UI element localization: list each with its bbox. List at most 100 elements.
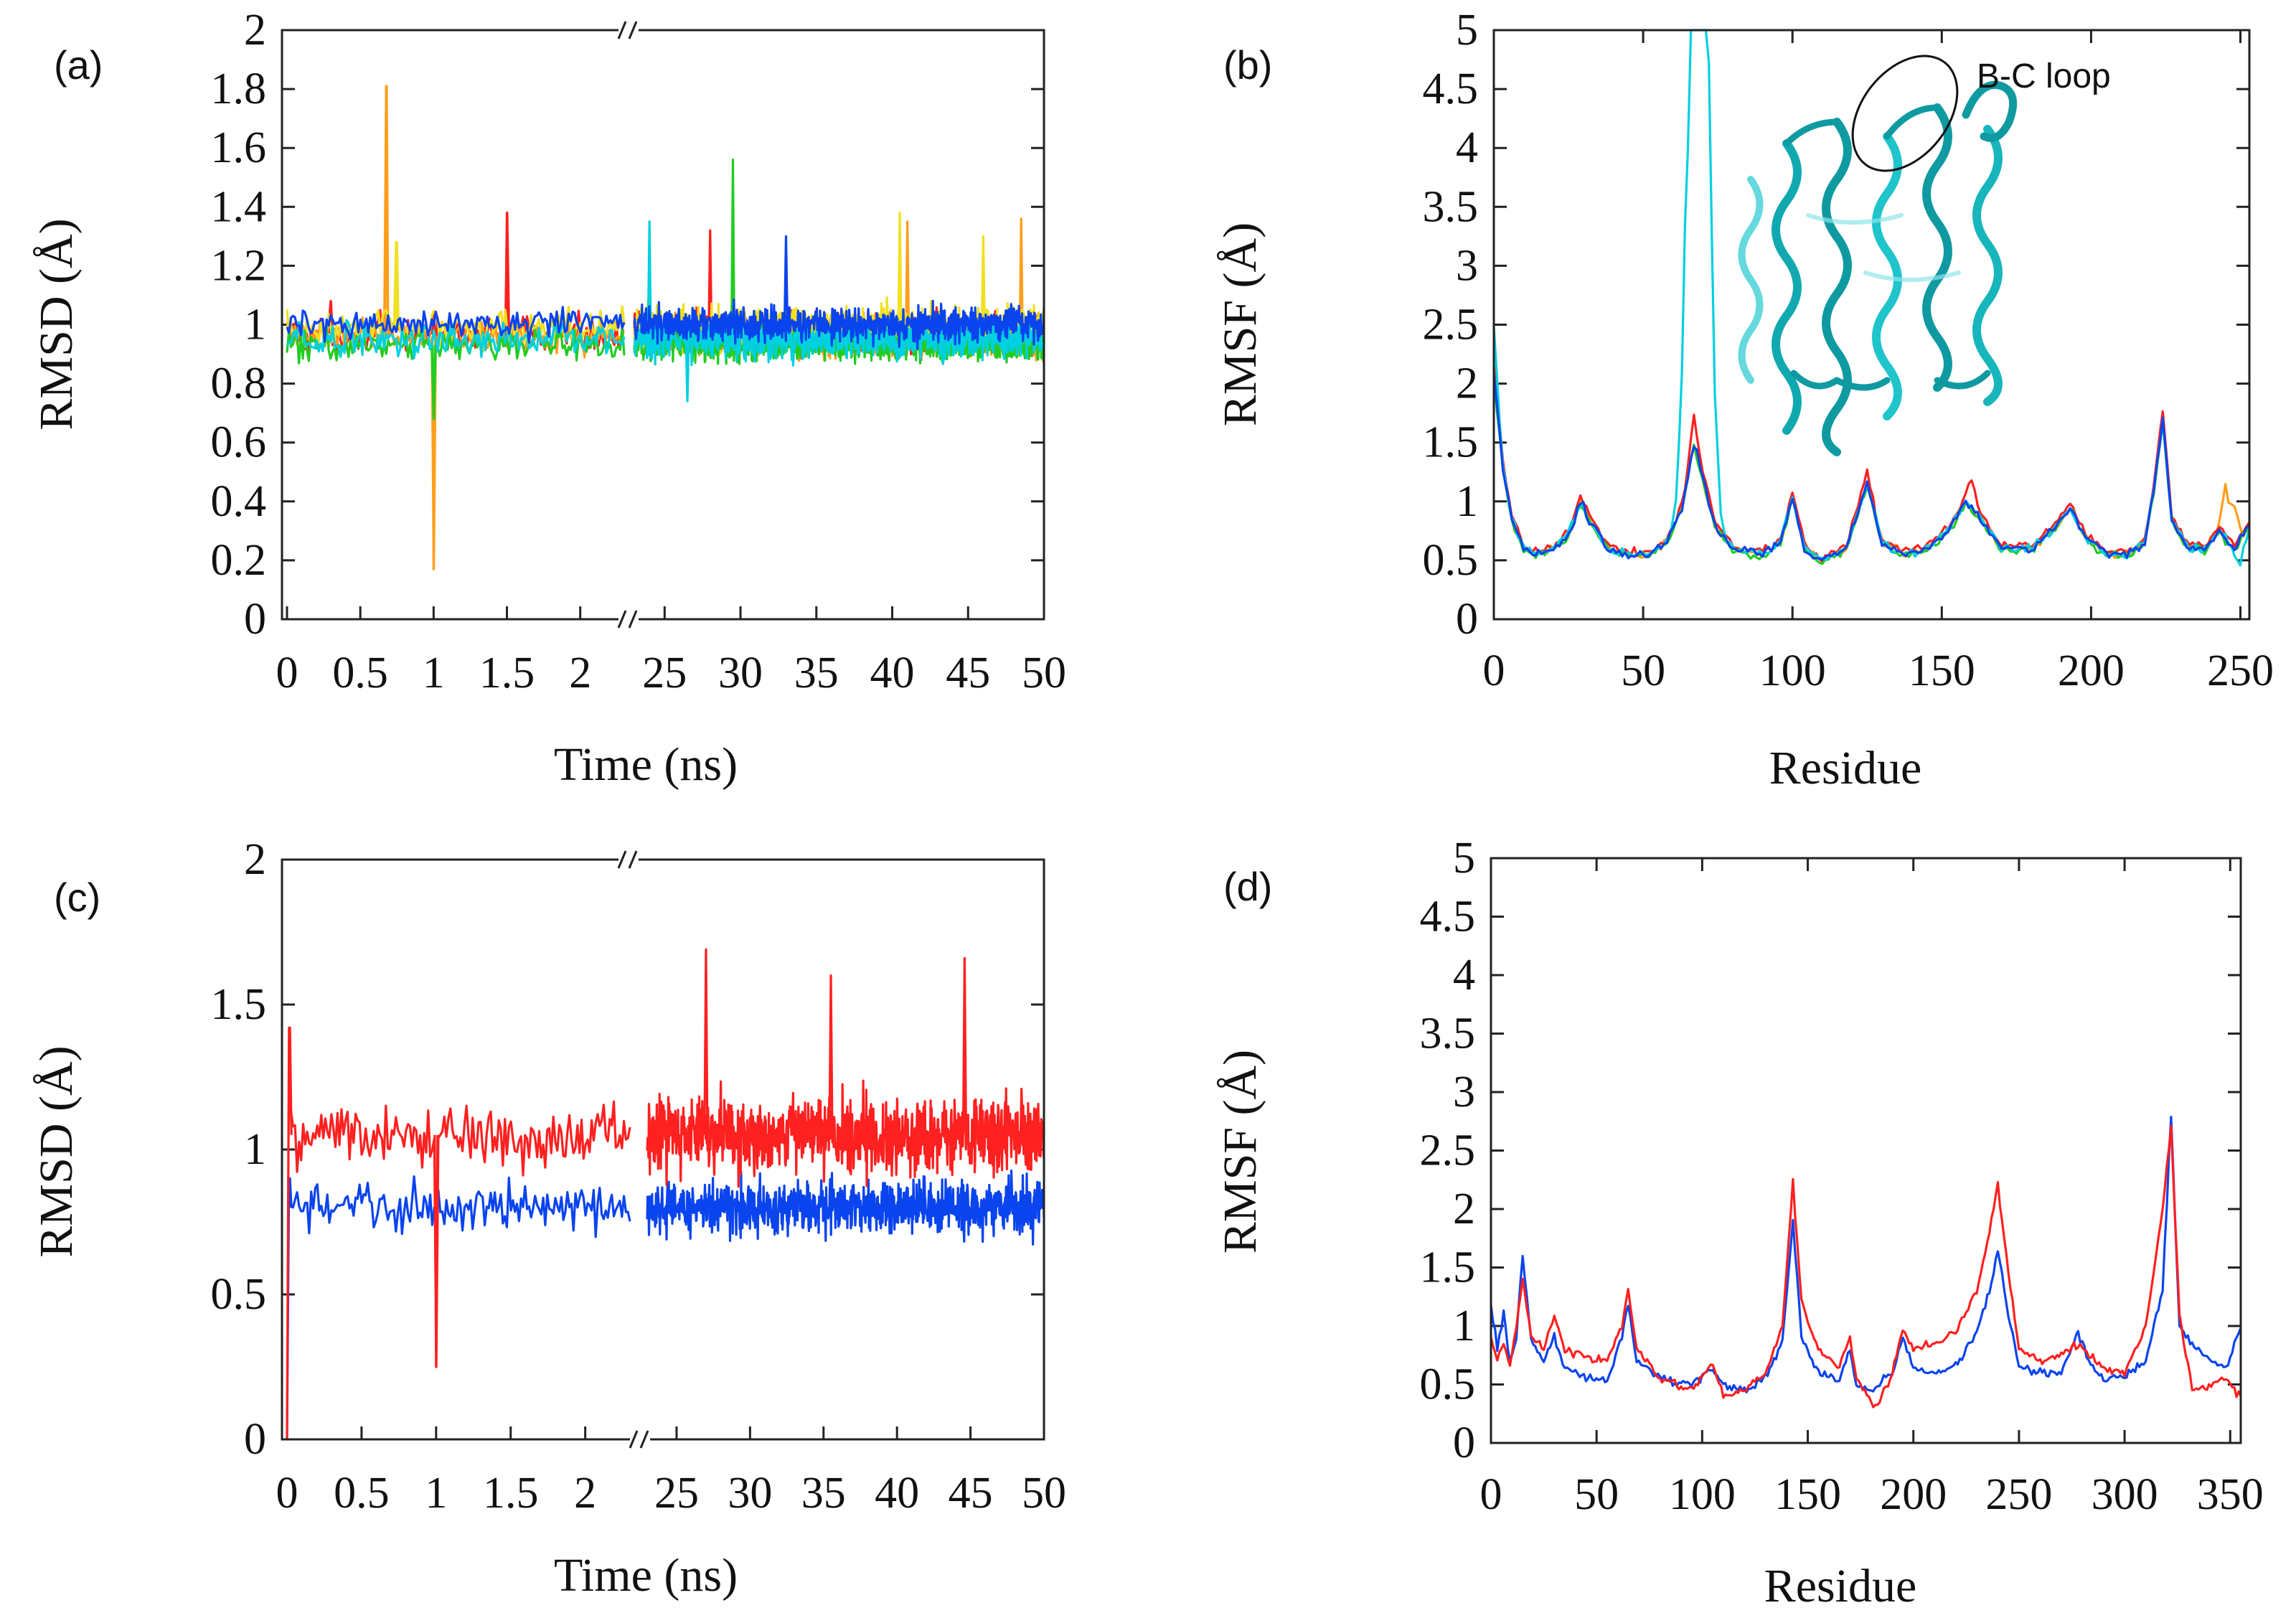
x-tick-label: 200: [2058, 646, 2125, 695]
x-tick-label: 0.5: [332, 649, 388, 697]
x-tick-label: 2: [574, 1469, 596, 1518]
panel-b-ticks: [1492, 29, 2249, 621]
x-tick-label: 100: [1669, 1470, 1736, 1519]
panel-b-y-axis-title: RMSF (Å): [1214, 222, 1266, 426]
x-tick-label: 0: [276, 649, 298, 697]
panel-d-y-tick-labels: 0 0.5 1 1.5 2 2.5 3 3.5 4 4.5 5: [1420, 834, 1476, 1467]
y-tick-label: 0.5: [1423, 536, 1479, 585]
y-tick-label: 0.5: [211, 1270, 267, 1319]
y-tick-label: 0.2: [211, 536, 267, 585]
x-tick-label: 100: [1759, 646, 1826, 695]
series-line-run-red: [1492, 365, 2251, 563]
y-tick-label: 0: [244, 1415, 266, 1464]
panel-c-x-tick-labels: 0 0.5 1 1.5 2 25 30 35 40 45 50: [276, 1469, 1067, 1518]
panel-a-axis-break-bottom: [617, 610, 639, 629]
x-tick-label: 150: [1774, 1470, 1841, 1519]
panel-a-series: [286, 85, 1045, 570]
panel-c-y-axis-title: RMSD (Å): [30, 1045, 83, 1257]
x-tick-label: 35: [794, 649, 839, 697]
panel-a-x-axis-title: Time (ns): [554, 738, 738, 791]
panel-d-y-axis-title: RMSF (Å): [1214, 1050, 1266, 1254]
panel-a-axis-break-top: [617, 21, 639, 39]
y-tick-label: 0.5: [1420, 1360, 1476, 1409]
y-tick-label: 0.6: [211, 418, 267, 467]
y-tick-label: 1.6: [211, 123, 267, 172]
x-tick-label: 250: [1985, 1470, 2052, 1519]
x-tick-label: 300: [2092, 1470, 2158, 1519]
y-tick-label: 2: [244, 835, 266, 884]
y-tick-label: 2: [1456, 359, 1478, 408]
y-tick-label: 1.4: [211, 182, 267, 231]
x-tick-label: 30: [728, 1469, 772, 1518]
series-line-run-blue: [1490, 1116, 2242, 1393]
x-tick-label: 45: [946, 649, 990, 697]
y-tick-label: 1.5: [1420, 1243, 1476, 1292]
panel-a-y-axis-title: RMSD (Å): [30, 218, 83, 430]
panel-d-x-axis-title: Residue: [1764, 1560, 1917, 1612]
x-tick-label: 2: [569, 649, 591, 697]
x-tick-label: 0: [276, 1469, 298, 1518]
series-line-run-green: [286, 159, 1045, 420]
x-tick-label: 350: [2197, 1470, 2264, 1519]
bc-loop-annotation: B-C loop: [1977, 57, 2111, 95]
x-tick-label: 0.5: [334, 1469, 390, 1518]
x-tick-label: 30: [718, 649, 763, 697]
series-line-run-red: [286, 948, 1045, 1440]
y-tick-label: 0.8: [211, 359, 267, 408]
x-tick-label: 250: [2207, 646, 2274, 695]
panel-b-frame: [1492, 29, 2251, 621]
x-tick-label: 25: [642, 649, 687, 697]
y-tick-label: 0: [1456, 595, 1478, 644]
y-tick-label: 1.2: [211, 241, 267, 290]
panel-a-frame: [281, 29, 1045, 621]
y-tick-label: 2.5: [1420, 1127, 1476, 1175]
y-tick-label: 1.5: [211, 980, 267, 1029]
panel-c-y-tick-labels: 0 0.5 1 1.5 2: [211, 835, 267, 1464]
panel-c-axis-break-top: [617, 850, 639, 869]
y-tick-label: 4: [1453, 951, 1475, 1000]
panel-d-x-tick-labels: 0 50 100 150 200 250 300 350: [1480, 1470, 2264, 1519]
x-tick-label: 0: [1483, 646, 1505, 695]
panel-c-rmsd-chart: (c) 0 0.5 1 1.5 2 0 0.5 1 1.5 2 25 30 35 40 45 50 RMSD…: [30, 835, 1066, 1602]
x-tick-label: 150: [1909, 646, 1975, 695]
y-tick-label: 5: [1453, 834, 1475, 883]
x-tick-label: 25: [654, 1469, 699, 1518]
y-tick-label: 2: [244, 6, 266, 55]
x-tick-label: 0: [1480, 1470, 1502, 1519]
bc-loop-highlight-ellipse: [1851, 55, 1959, 172]
panel-b-x-tick-labels: 0 50 100 150 200 250: [1483, 646, 2274, 695]
panel-c-axis-break-bottom: [629, 1430, 650, 1449]
y-tick-label: 3.5: [1423, 182, 1479, 231]
panel-d-frame: [1490, 857, 2242, 1444]
panel-b-x-axis-title: Residue: [1769, 742, 1922, 794]
y-tick-label: 2: [1453, 1185, 1475, 1233]
x-tick-label: 1: [425, 1469, 447, 1518]
series-line-run-orange: [1492, 371, 2251, 562]
y-tick-label: 1: [1453, 1302, 1475, 1350]
y-tick-label: 3: [1456, 241, 1478, 290]
panel-c-x-axis-title: Time (ns): [554, 1549, 738, 1602]
y-tick-label: 1: [244, 1125, 266, 1174]
series-line-run-cyan: [1492, 29, 2251, 567]
x-tick-label: 40: [870, 649, 915, 697]
x-tick-label: 35: [801, 1469, 846, 1518]
panel-a-label: (a): [54, 42, 103, 88]
panel-b-label: (b): [1223, 42, 1272, 88]
y-tick-label: 1.5: [1423, 418, 1479, 467]
y-tick-label: 1: [1456, 477, 1478, 526]
panel-c-label: (c): [54, 875, 100, 920]
x-tick-label: 45: [949, 1469, 993, 1518]
y-tick-label: 4.5: [1423, 65, 1479, 113]
y-tick-label: 3.5: [1420, 1010, 1476, 1058]
panel-c-series: [286, 948, 1045, 1440]
series-line-run-green: [1492, 374, 2251, 565]
series-line-run-blue: [286, 235, 1045, 350]
y-tick-label: 5: [1456, 6, 1478, 55]
x-tick-label: 40: [875, 1469, 919, 1518]
series-line-run-red: [1490, 1124, 2242, 1409]
y-tick-label: 2.5: [1423, 301, 1479, 349]
x-tick-label: 50: [1574, 1470, 1619, 1519]
panel-d-series: [1490, 1116, 2242, 1409]
y-tick-label: 1: [244, 301, 266, 349]
